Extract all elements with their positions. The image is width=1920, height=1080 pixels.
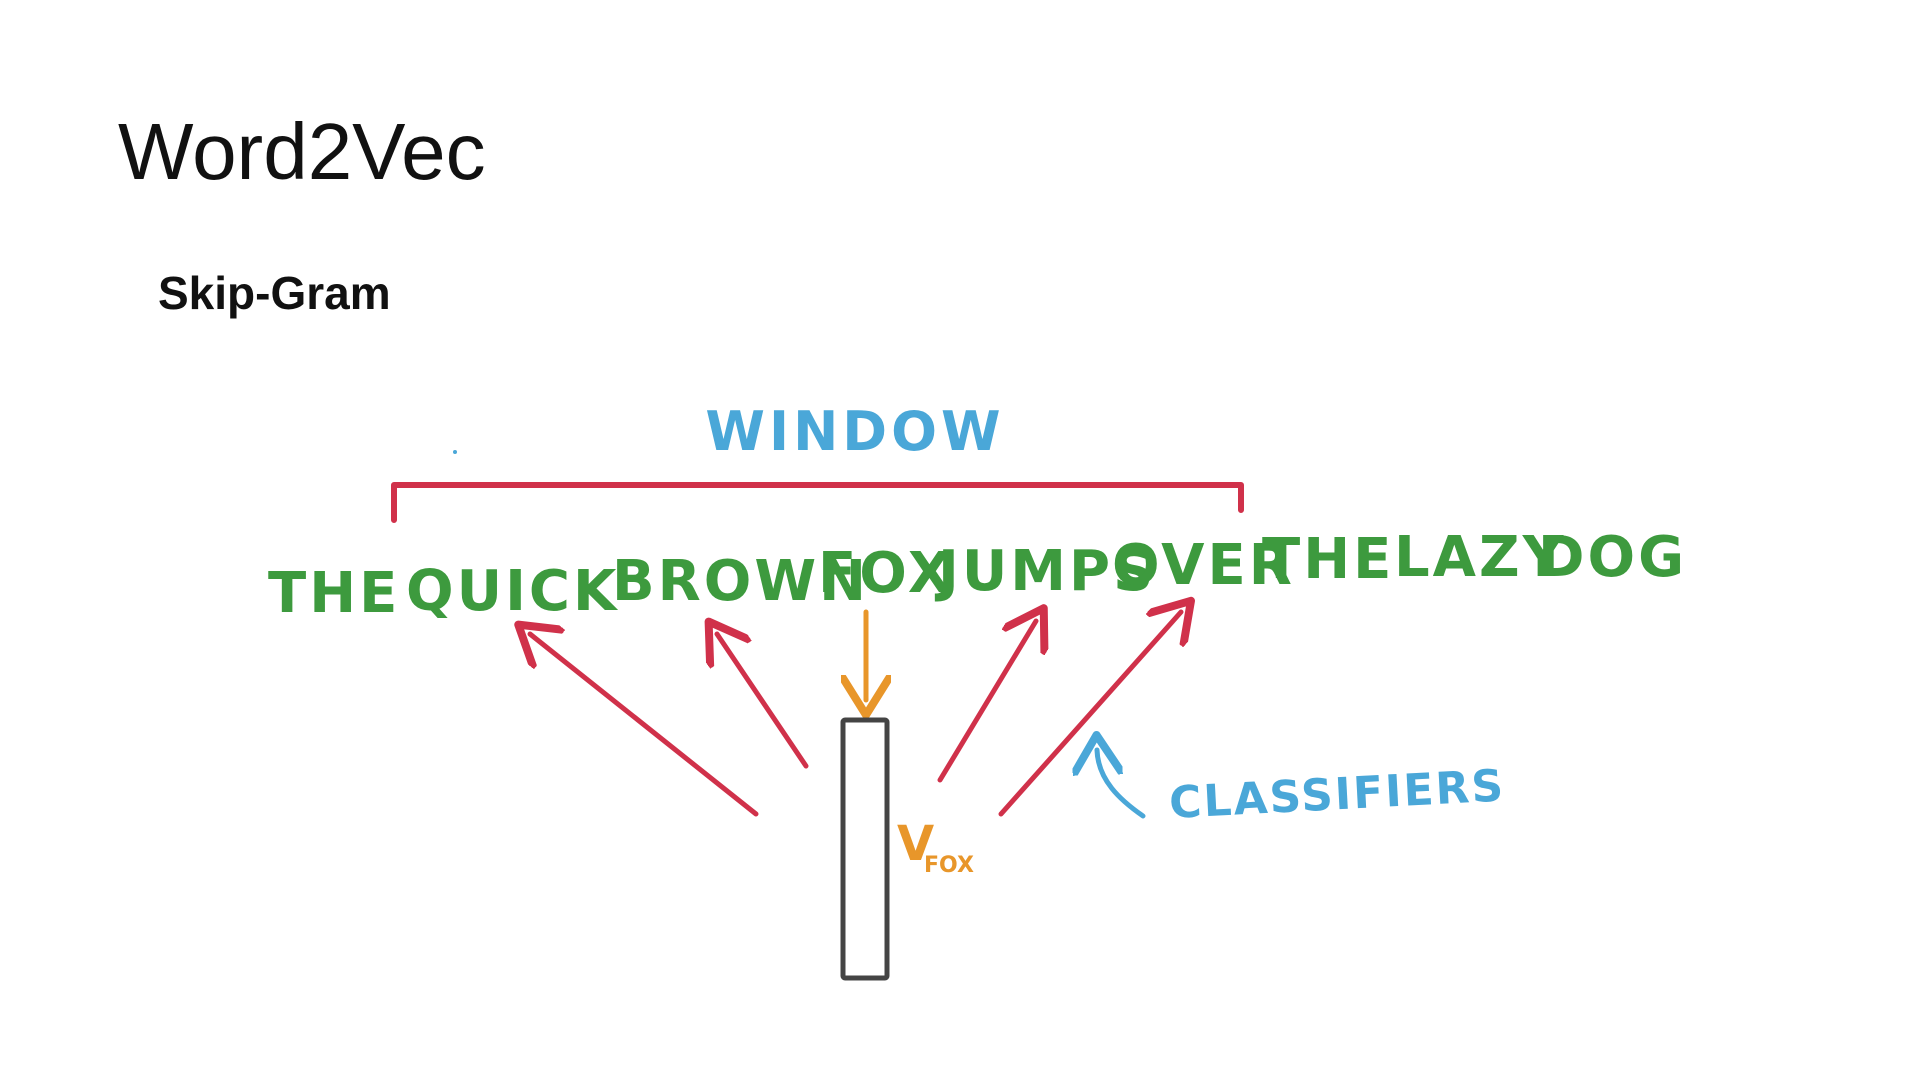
slide-title: Word2Vec bbox=[118, 107, 486, 196]
vector-label-v: V bbox=[897, 816, 934, 872]
window-label: WINDOW bbox=[705, 400, 1004, 463]
word-the-2: THE bbox=[1262, 527, 1394, 592]
vector-subscript: FOX bbox=[924, 853, 974, 878]
context-arrow-brown bbox=[717, 634, 809, 769]
classifiers-label: CLASSIFIERS bbox=[1168, 760, 1506, 829]
word-over: OVER bbox=[1112, 533, 1295, 598]
word-dog: DOG bbox=[1538, 525, 1687, 590]
stray-dot bbox=[453, 450, 457, 454]
context-arrow-jumps bbox=[937, 621, 1036, 783]
vector-box bbox=[840, 717, 890, 981]
sentence: THE QUICK BROWN FOX JUMPS OVER THE LAZY … bbox=[268, 525, 1687, 626]
word-fox: FOX bbox=[818, 541, 954, 606]
context-arrow-over bbox=[998, 612, 1181, 817]
word-lazy: LAZY bbox=[1394, 525, 1566, 590]
context-arrow-quick bbox=[530, 634, 759, 817]
classifiers-arrow bbox=[1097, 750, 1146, 819]
slide-subtitle: Skip-Gram bbox=[158, 267, 391, 319]
window-bracket bbox=[391, 482, 1244, 523]
word-quick: QUICK bbox=[406, 559, 619, 624]
word-the: THE bbox=[268, 561, 400, 626]
vector-label: V bbox=[897, 816, 934, 872]
word-brown: BROWN bbox=[612, 549, 869, 614]
word-jumps: JUMPS bbox=[934, 539, 1156, 604]
